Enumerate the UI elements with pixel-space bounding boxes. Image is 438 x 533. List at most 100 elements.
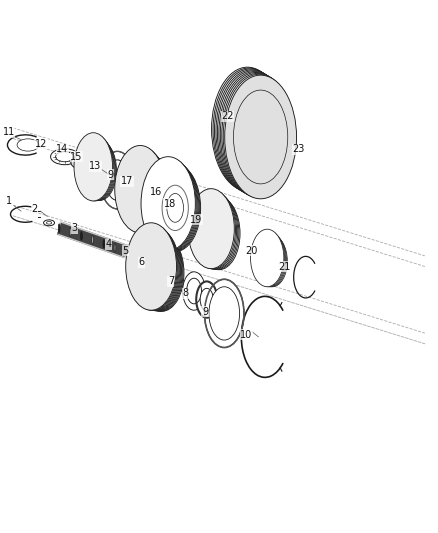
Ellipse shape <box>103 239 105 248</box>
Ellipse shape <box>256 234 286 287</box>
Ellipse shape <box>128 250 134 261</box>
Ellipse shape <box>235 94 284 178</box>
Ellipse shape <box>188 189 234 269</box>
Ellipse shape <box>106 160 129 200</box>
Ellipse shape <box>121 151 169 233</box>
Text: 23: 23 <box>293 144 305 154</box>
Ellipse shape <box>140 235 184 311</box>
Ellipse shape <box>129 225 178 310</box>
Ellipse shape <box>76 158 92 167</box>
Ellipse shape <box>126 223 177 310</box>
Text: 7: 7 <box>168 277 174 286</box>
Ellipse shape <box>216 70 288 193</box>
Ellipse shape <box>205 279 244 348</box>
Text: 5: 5 <box>122 246 128 255</box>
Text: 9: 9 <box>202 307 208 317</box>
Ellipse shape <box>141 157 195 251</box>
Text: 11: 11 <box>3 127 15 137</box>
Ellipse shape <box>258 236 287 287</box>
Ellipse shape <box>198 197 240 270</box>
Ellipse shape <box>124 154 171 234</box>
Ellipse shape <box>167 193 184 222</box>
Ellipse shape <box>80 138 115 200</box>
Ellipse shape <box>119 166 144 209</box>
Ellipse shape <box>260 239 285 283</box>
Ellipse shape <box>117 147 166 233</box>
Ellipse shape <box>145 160 198 251</box>
Ellipse shape <box>223 87 272 171</box>
Ellipse shape <box>217 71 289 195</box>
Ellipse shape <box>131 227 179 311</box>
Ellipse shape <box>225 75 297 199</box>
Text: 13: 13 <box>89 161 102 171</box>
Ellipse shape <box>56 152 74 162</box>
Ellipse shape <box>58 224 60 232</box>
Ellipse shape <box>150 164 201 252</box>
Ellipse shape <box>144 159 197 251</box>
Ellipse shape <box>229 91 278 175</box>
Ellipse shape <box>142 158 196 251</box>
Text: 4: 4 <box>106 239 112 249</box>
Ellipse shape <box>215 69 286 192</box>
Ellipse shape <box>232 92 281 176</box>
Ellipse shape <box>226 88 275 173</box>
Text: 3: 3 <box>71 223 78 233</box>
Text: 17: 17 <box>121 176 133 186</box>
Ellipse shape <box>192 192 237 269</box>
Ellipse shape <box>254 232 286 287</box>
Ellipse shape <box>120 150 168 233</box>
Text: 1: 1 <box>6 197 12 206</box>
Ellipse shape <box>196 196 239 270</box>
Ellipse shape <box>132 228 180 311</box>
Ellipse shape <box>225 85 279 179</box>
Ellipse shape <box>81 139 116 200</box>
Ellipse shape <box>71 156 97 169</box>
Ellipse shape <box>222 74 293 197</box>
Ellipse shape <box>230 88 285 182</box>
Ellipse shape <box>83 141 117 200</box>
Ellipse shape <box>200 288 213 311</box>
Ellipse shape <box>220 72 292 196</box>
Ellipse shape <box>74 133 113 201</box>
Ellipse shape <box>115 146 166 233</box>
Ellipse shape <box>177 195 204 240</box>
Ellipse shape <box>138 233 183 311</box>
Ellipse shape <box>123 173 140 202</box>
Ellipse shape <box>125 247 127 256</box>
Text: 21: 21 <box>279 262 291 271</box>
Ellipse shape <box>222 83 276 177</box>
Ellipse shape <box>126 155 172 234</box>
Ellipse shape <box>118 148 167 233</box>
Ellipse shape <box>142 260 148 265</box>
Ellipse shape <box>138 258 144 263</box>
Ellipse shape <box>219 71 291 195</box>
Ellipse shape <box>81 232 82 240</box>
Ellipse shape <box>127 224 177 310</box>
Ellipse shape <box>46 222 52 224</box>
Ellipse shape <box>44 220 55 226</box>
Ellipse shape <box>134 253 141 264</box>
Ellipse shape <box>228 86 282 180</box>
Ellipse shape <box>131 252 138 262</box>
Ellipse shape <box>190 190 236 269</box>
Ellipse shape <box>137 232 182 311</box>
Ellipse shape <box>134 229 180 311</box>
Ellipse shape <box>123 152 170 233</box>
Ellipse shape <box>251 229 284 287</box>
Text: 22: 22 <box>222 111 234 121</box>
Text: 2: 2 <box>31 204 37 214</box>
Ellipse shape <box>76 134 113 201</box>
Text: 14: 14 <box>56 144 68 154</box>
Ellipse shape <box>187 278 201 304</box>
Ellipse shape <box>147 161 199 251</box>
Text: 10: 10 <box>240 330 252 340</box>
Ellipse shape <box>17 139 39 151</box>
Ellipse shape <box>194 194 238 269</box>
Text: 16: 16 <box>150 187 162 197</box>
Text: 12: 12 <box>35 139 47 149</box>
Ellipse shape <box>100 151 134 209</box>
Ellipse shape <box>50 149 79 165</box>
Ellipse shape <box>69 228 71 236</box>
Ellipse shape <box>265 247 280 275</box>
Ellipse shape <box>233 90 288 184</box>
